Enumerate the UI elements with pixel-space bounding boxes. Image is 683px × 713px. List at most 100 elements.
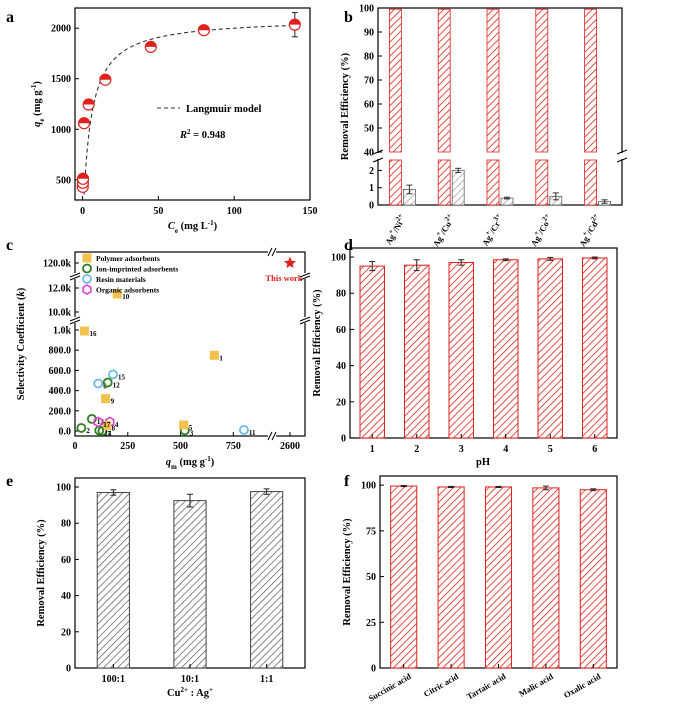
y-axis-label: Removal Efficiency (%) bbox=[340, 52, 351, 160]
bar bbox=[173, 500, 207, 669]
panel-label: d bbox=[344, 237, 353, 254]
x-tick-label: 0 bbox=[73, 441, 78, 452]
y-axis-label: Removal Efficiency (%) bbox=[36, 519, 47, 627]
legend-marker bbox=[82, 284, 92, 295]
category-label: Ag+/Ni2+ bbox=[381, 212, 408, 246]
bar bbox=[582, 257, 608, 439]
y-tick-label: 800.0 bbox=[49, 346, 72, 357]
data-point-label: 4 bbox=[115, 421, 119, 429]
bar-ag-lower bbox=[584, 159, 597, 206]
category-label: 100:1 bbox=[102, 674, 125, 685]
axis-break-gap bbox=[69, 317, 81, 323]
data-point-label: 17 bbox=[103, 421, 111, 429]
y-tick-label: 80 bbox=[61, 519, 71, 530]
x-axis-label: qm (mg g-1) bbox=[166, 455, 215, 471]
y-tick-label: 600.0 bbox=[49, 366, 72, 377]
data-point-fill bbox=[78, 117, 90, 124]
bar bbox=[390, 485, 418, 669]
bar bbox=[484, 486, 513, 669]
y-tick-label: 40 bbox=[61, 591, 71, 602]
y-tick-label: 400.0 bbox=[49, 386, 72, 397]
data-point bbox=[102, 377, 113, 388]
data-point-fill bbox=[83, 99, 95, 105]
axis-break-gap bbox=[299, 273, 311, 279]
bar-competing-ion bbox=[451, 169, 465, 206]
legend-marker bbox=[82, 263, 92, 274]
data-point bbox=[101, 394, 111, 404]
bar bbox=[448, 261, 474, 439]
bar bbox=[404, 264, 430, 439]
data-point bbox=[179, 420, 189, 430]
y-tick-label: 80 bbox=[364, 52, 374, 63]
panel-label: a bbox=[6, 9, 14, 26]
y-tick-label: 25 bbox=[366, 618, 376, 629]
bar bbox=[96, 491, 130, 669]
data-point bbox=[76, 423, 87, 433]
panel-a: a 0 50 100 150 500 1000 1500 2000 Langmuir model R… bbox=[6, 7, 318, 235]
axis-break-mark bbox=[69, 275, 81, 281]
y-tick-label: 500 bbox=[56, 175, 71, 186]
y-tick-label: 120.0k bbox=[43, 259, 72, 270]
category-label: Tartaic acid bbox=[465, 671, 508, 701]
data-point-label: 10 bbox=[122, 293, 130, 301]
legend-label: Resin materials bbox=[96, 275, 146, 284]
y-axis-label: Removal Efficiency (%) bbox=[312, 289, 323, 397]
bar-ag-upper bbox=[437, 8, 451, 153]
axis-break-mark bbox=[372, 157, 384, 163]
plot-frame bbox=[74, 7, 311, 201]
y-tick-label: 1 bbox=[369, 183, 374, 194]
bar bbox=[250, 491, 284, 669]
y-tick-label: 0 bbox=[369, 201, 374, 212]
x-axis-label: Cu2+ : Ag+ bbox=[167, 686, 213, 699]
bar bbox=[437, 486, 465, 669]
y-tick-label: 0 bbox=[341, 434, 346, 445]
this-work-star bbox=[283, 256, 297, 269]
category-label: 5 bbox=[548, 444, 553, 455]
y-tick-label: 1000 bbox=[51, 125, 71, 136]
bar bbox=[537, 258, 563, 439]
category-label: 6 bbox=[592, 444, 597, 455]
data-point-fill bbox=[99, 74, 111, 80]
legend-label: Organic adsorbents bbox=[96, 286, 159, 295]
bar bbox=[532, 487, 560, 669]
y-tick-label: 1.0k bbox=[53, 326, 72, 337]
axis-break-mark bbox=[299, 275, 311, 281]
data-point-label: 15 bbox=[118, 373, 126, 381]
x-axis-label: pH bbox=[476, 457, 490, 468]
data-point-label: 5 bbox=[189, 424, 193, 432]
category-label: 4 bbox=[503, 444, 508, 455]
category-label: Citric acid bbox=[422, 671, 461, 699]
panel-c: c0.0200.0400.0600.0800.01.0k10.0k12.0k12… bbox=[6, 237, 311, 471]
bar-ag-upper bbox=[535, 8, 549, 153]
category-label: 1:1 bbox=[260, 674, 273, 685]
y-tick-label: 200.0 bbox=[49, 406, 72, 417]
y-tick-label: 2000 bbox=[51, 24, 71, 35]
axis-break-mark bbox=[299, 272, 311, 278]
legend-marker bbox=[82, 253, 92, 263]
bar-ag-lower bbox=[486, 159, 500, 206]
y-tick-label: 100 bbox=[56, 483, 71, 494]
data-point-label: 12 bbox=[113, 382, 121, 390]
category-label: Ag+/Cd2+ bbox=[575, 212, 603, 248]
data-point bbox=[209, 350, 219, 360]
x-tick-label: 50 bbox=[153, 206, 163, 217]
y-tick-label: 12.0k bbox=[48, 284, 72, 295]
data-point-label: 16 bbox=[90, 330, 98, 338]
y-tick-label: 100 bbox=[331, 253, 346, 264]
category-label: 2 bbox=[414, 444, 419, 455]
panel-d: d 0 20 40 60 80 100 1 2 3 4 5 6 Removal Efficiency (%… bbox=[312, 237, 618, 468]
axis-break-gap bbox=[372, 153, 628, 159]
y-tick-label: 80 bbox=[336, 289, 346, 300]
panel-e: e 0 20 40 60 80 100 100:1 10:1 1:1 Removal Efficie… bbox=[6, 473, 306, 699]
data-point-label: 2 bbox=[86, 427, 90, 435]
bar-ag-lower bbox=[388, 159, 402, 206]
axis-break-mark bbox=[69, 316, 81, 322]
bar bbox=[493, 259, 519, 439]
category-label: Ag+/Cr3+ bbox=[478, 212, 505, 248]
y-axis-label: Removal Efficiency (%) bbox=[342, 518, 353, 626]
bar-ag-upper bbox=[584, 8, 597, 153]
x-tick-label: 2600 bbox=[280, 441, 300, 452]
axis-break-gap bbox=[69, 273, 81, 279]
panel-label: b bbox=[344, 9, 353, 26]
